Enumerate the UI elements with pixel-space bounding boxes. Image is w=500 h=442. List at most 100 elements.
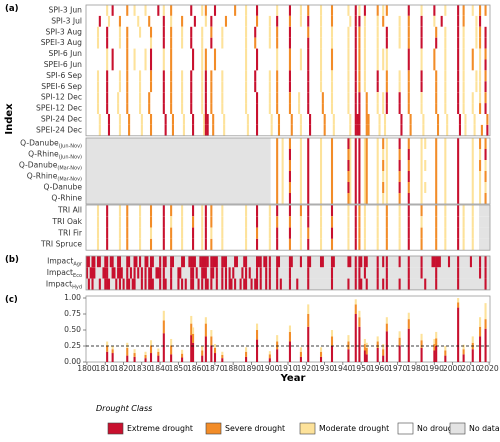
row-background xyxy=(86,227,490,239)
moderate-drought-cell xyxy=(270,124,273,136)
moderate-drought-cell xyxy=(246,124,249,136)
moderate-drought-cell xyxy=(444,171,447,182)
extreme-drought-cell xyxy=(204,216,207,228)
no-data-cell xyxy=(86,138,271,149)
moderate-drought-cell xyxy=(433,15,436,27)
extreme-drought-cell xyxy=(288,227,291,239)
moderate-bar xyxy=(170,338,173,346)
severe-drought-cell xyxy=(276,171,279,182)
panel-c-barchart: 0.00 0.25 0.50 0.75 1.00 xyxy=(64,293,491,366)
moderate-drought-cell xyxy=(245,103,248,114)
severe-bar xyxy=(457,302,460,308)
moderate-drought-cell xyxy=(118,70,121,82)
severe-drought-cell xyxy=(479,37,482,49)
moderate-drought-cell xyxy=(221,227,224,239)
extreme-drought-cell xyxy=(469,256,472,268)
extreme-drought-cell xyxy=(162,267,165,279)
extreme-drought-cell xyxy=(307,92,310,104)
extreme-drought-cell xyxy=(228,278,231,290)
moderate-drought-cell xyxy=(444,138,447,149)
moderate-drought-cell xyxy=(281,149,284,160)
extreme-drought-cell xyxy=(162,15,165,27)
extreme-drought-cell xyxy=(376,256,379,268)
extreme-bar xyxy=(347,349,350,362)
moderate-drought-cell xyxy=(299,160,302,171)
severe-drought-cell xyxy=(276,182,279,193)
extreme-drought-cell xyxy=(223,256,226,268)
legend-swatch-moderate xyxy=(299,422,316,435)
extreme-drought-cell xyxy=(245,267,248,279)
moderate-drought-cell xyxy=(363,160,366,171)
extreme-drought-cell xyxy=(484,267,487,279)
extreme-drought-cell xyxy=(192,114,195,125)
extreme-drought-cell xyxy=(457,238,460,251)
extreme-drought-cell xyxy=(188,256,191,268)
moderate-drought-cell xyxy=(398,216,401,228)
moderate-drought-cell xyxy=(347,103,350,114)
moderate-drought-cell xyxy=(479,59,482,71)
extreme-drought-cell xyxy=(111,48,114,60)
extreme-drought-cell xyxy=(256,256,259,268)
extreme-drought-cell xyxy=(457,81,460,93)
extreme-drought-cell xyxy=(307,48,310,60)
severe-drought-cell xyxy=(170,70,173,82)
extreme-drought-cell xyxy=(435,256,438,268)
moderate-drought-cell xyxy=(382,103,385,114)
moderate-drought-cell xyxy=(444,70,447,82)
severe-drought-cell xyxy=(435,149,438,160)
severe-drought-cell xyxy=(435,238,438,251)
no-data-cell xyxy=(86,160,271,171)
moderate-drought-cell xyxy=(330,92,334,104)
moderate-drought-cell xyxy=(149,227,153,239)
moderate-drought-cell xyxy=(382,171,385,182)
extreme-drought-cell xyxy=(206,114,209,125)
moderate-drought-cell xyxy=(181,103,184,114)
moderate-bar xyxy=(444,346,447,351)
extreme-drought-cell xyxy=(354,15,357,27)
severe-drought-cell xyxy=(288,160,291,171)
moderate-drought-cell xyxy=(118,124,121,136)
extreme-drought-cell xyxy=(129,267,132,279)
severe-bar xyxy=(133,353,136,357)
extreme-bar xyxy=(363,350,366,362)
extreme-drought-cell xyxy=(265,278,268,290)
severe-drought-cell xyxy=(365,114,368,125)
moderate-drought-cell xyxy=(268,238,271,251)
severe-drought-cell xyxy=(385,216,388,228)
moderate-drought-cell xyxy=(385,149,388,160)
extreme-drought-cell xyxy=(232,267,235,279)
moderate-drought-cell xyxy=(363,15,366,27)
extreme-bar xyxy=(484,328,487,362)
extreme-drought-cell xyxy=(162,227,165,239)
severe-drought-cell xyxy=(358,227,361,239)
legend-swatch-nodata xyxy=(449,422,466,435)
moderate-drought-cell xyxy=(330,81,334,93)
extreme-bar xyxy=(276,349,279,362)
moderate-drought-cell xyxy=(181,26,184,38)
severe-drought-cell xyxy=(118,15,121,27)
extreme-drought-cell xyxy=(239,278,242,290)
extreme-drought-cell xyxy=(424,278,427,290)
severe-bar xyxy=(462,349,465,355)
severe-drought-cell xyxy=(170,227,173,239)
extreme-drought-cell xyxy=(457,26,460,38)
moderate-drought-cell xyxy=(382,193,385,204)
severe-drought-cell xyxy=(148,103,151,114)
extreme-drought-cell xyxy=(149,267,153,279)
moderate-bar xyxy=(299,347,302,352)
severe-drought-cell xyxy=(288,138,291,149)
moderate-bar xyxy=(268,351,271,355)
extreme-bar xyxy=(133,356,136,362)
moderate-drought-cell xyxy=(444,92,447,104)
extreme-bar xyxy=(162,333,165,362)
severe-bar xyxy=(347,341,350,350)
moderate-drought-cell xyxy=(319,59,323,71)
moderate-drought-cell xyxy=(471,103,474,114)
moderate-drought-cell xyxy=(96,81,100,93)
moderate-bar xyxy=(126,342,129,348)
extreme-drought-cell xyxy=(457,278,460,290)
severe-drought-cell xyxy=(382,182,385,193)
extreme-drought-cell xyxy=(181,256,184,268)
extreme-drought-cell xyxy=(98,15,101,27)
x-tick-label: 2020 xyxy=(479,364,498,373)
